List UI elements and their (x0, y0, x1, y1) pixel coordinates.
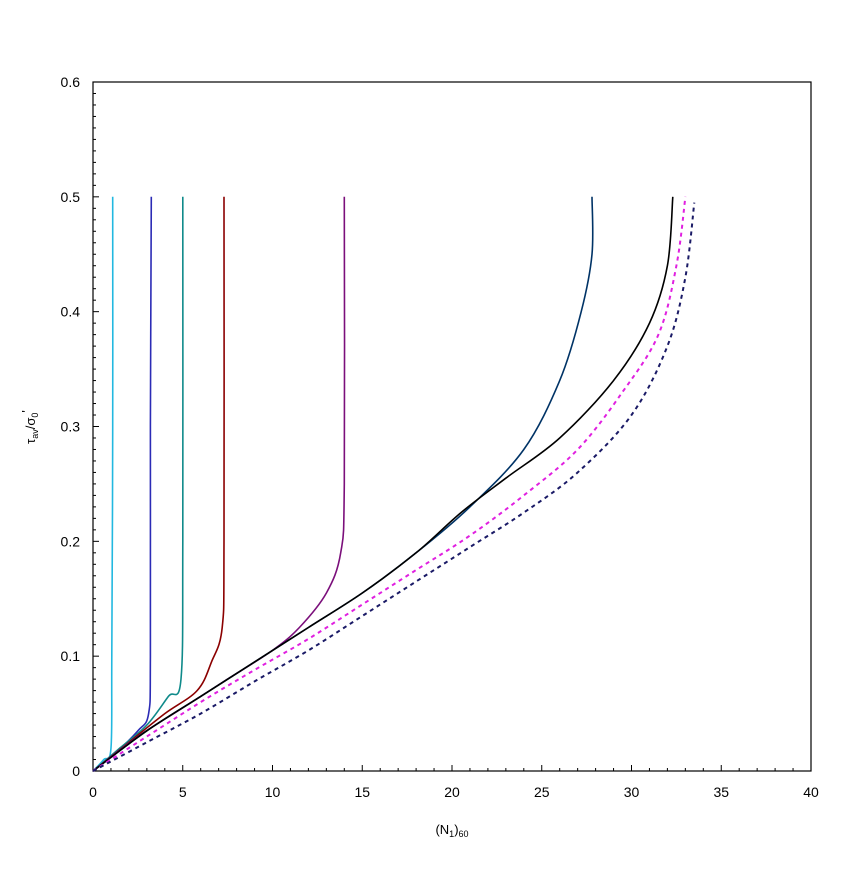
series-line-3 (92, 196, 184, 772)
x-tick-label: 10 (265, 784, 281, 800)
x-tick-label: 5 (179, 784, 187, 800)
y-tick-label: 0.1 (61, 648, 81, 664)
series-line-7 (92, 196, 674, 772)
y-tick-label: 0.3 (61, 419, 81, 435)
x-tick-label: 35 (713, 784, 729, 800)
x-tick-label: 40 (803, 784, 819, 800)
x-tick-label: 25 (534, 784, 550, 800)
y-tick-label: 0.5 (61, 189, 81, 205)
y-tick-label: 0.4 (61, 304, 81, 320)
x-tick-label: 30 (624, 784, 640, 800)
plot-area (92, 81, 812, 772)
x-tick-label: 20 (444, 784, 460, 800)
series-line-4 (92, 196, 225, 772)
x-tick-label: 0 (89, 784, 97, 800)
y-tick-label: 0.6 (61, 74, 81, 90)
series-line-1 (92, 196, 114, 772)
series-line-8 (92, 196, 687, 772)
y-axis-title: τav/σ0' (19, 410, 40, 444)
x-axis: 0 5 10 15 20 25 30 35 40 (89, 765, 819, 800)
x-axis-title: (N1)60 (435, 822, 468, 839)
y-axis: 0 0.1 0.2 0.3 0.4 0.5 0.6 (61, 74, 99, 779)
x-tick-label: 15 (354, 784, 370, 800)
y-tick-label: 0.2 (61, 533, 81, 549)
series-layer (92, 196, 696, 772)
y-tick-label: 0 (72, 763, 80, 779)
